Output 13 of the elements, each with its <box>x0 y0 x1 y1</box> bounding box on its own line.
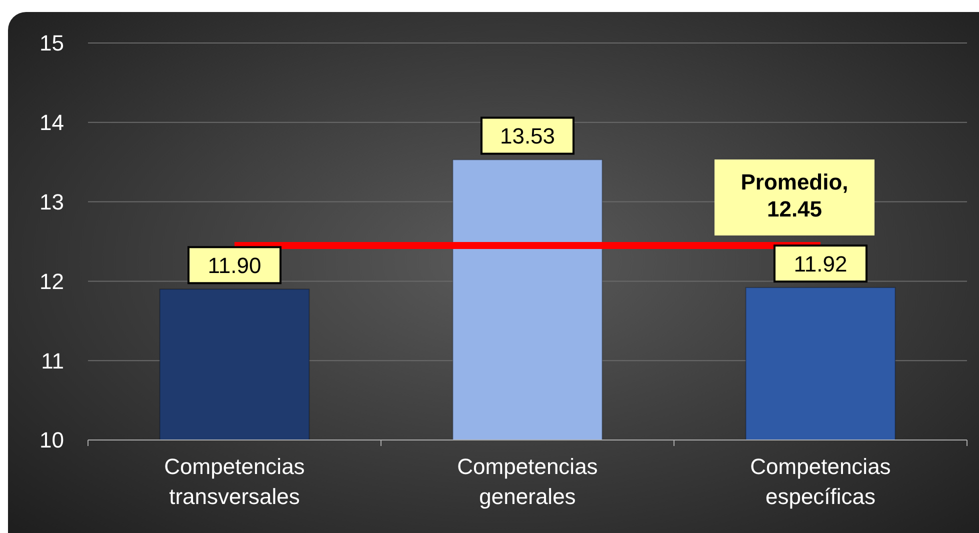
y-tick-label: 12 <box>40 268 64 294</box>
y-tick-label: 10 <box>40 428 64 453</box>
data-label: 11.92 <box>794 251 848 276</box>
ref-line-label: Promedio, 12.45 <box>740 169 848 222</box>
x-tick-label: Competencias específicas <box>750 454 891 509</box>
y-tick-label: 11 <box>41 348 64 374</box>
data-label: 13.53 <box>500 123 556 148</box>
y-tick-label: 15 <box>40 30 64 56</box>
y-tick-label: 13 <box>40 190 64 214</box>
x-tick-label: Competencias generales <box>457 454 598 509</box>
x-tick-label: Competencias transversales <box>164 454 305 509</box>
data-label: 11.90 <box>208 252 262 278</box>
y-tick-label: 14 <box>40 110 64 136</box>
